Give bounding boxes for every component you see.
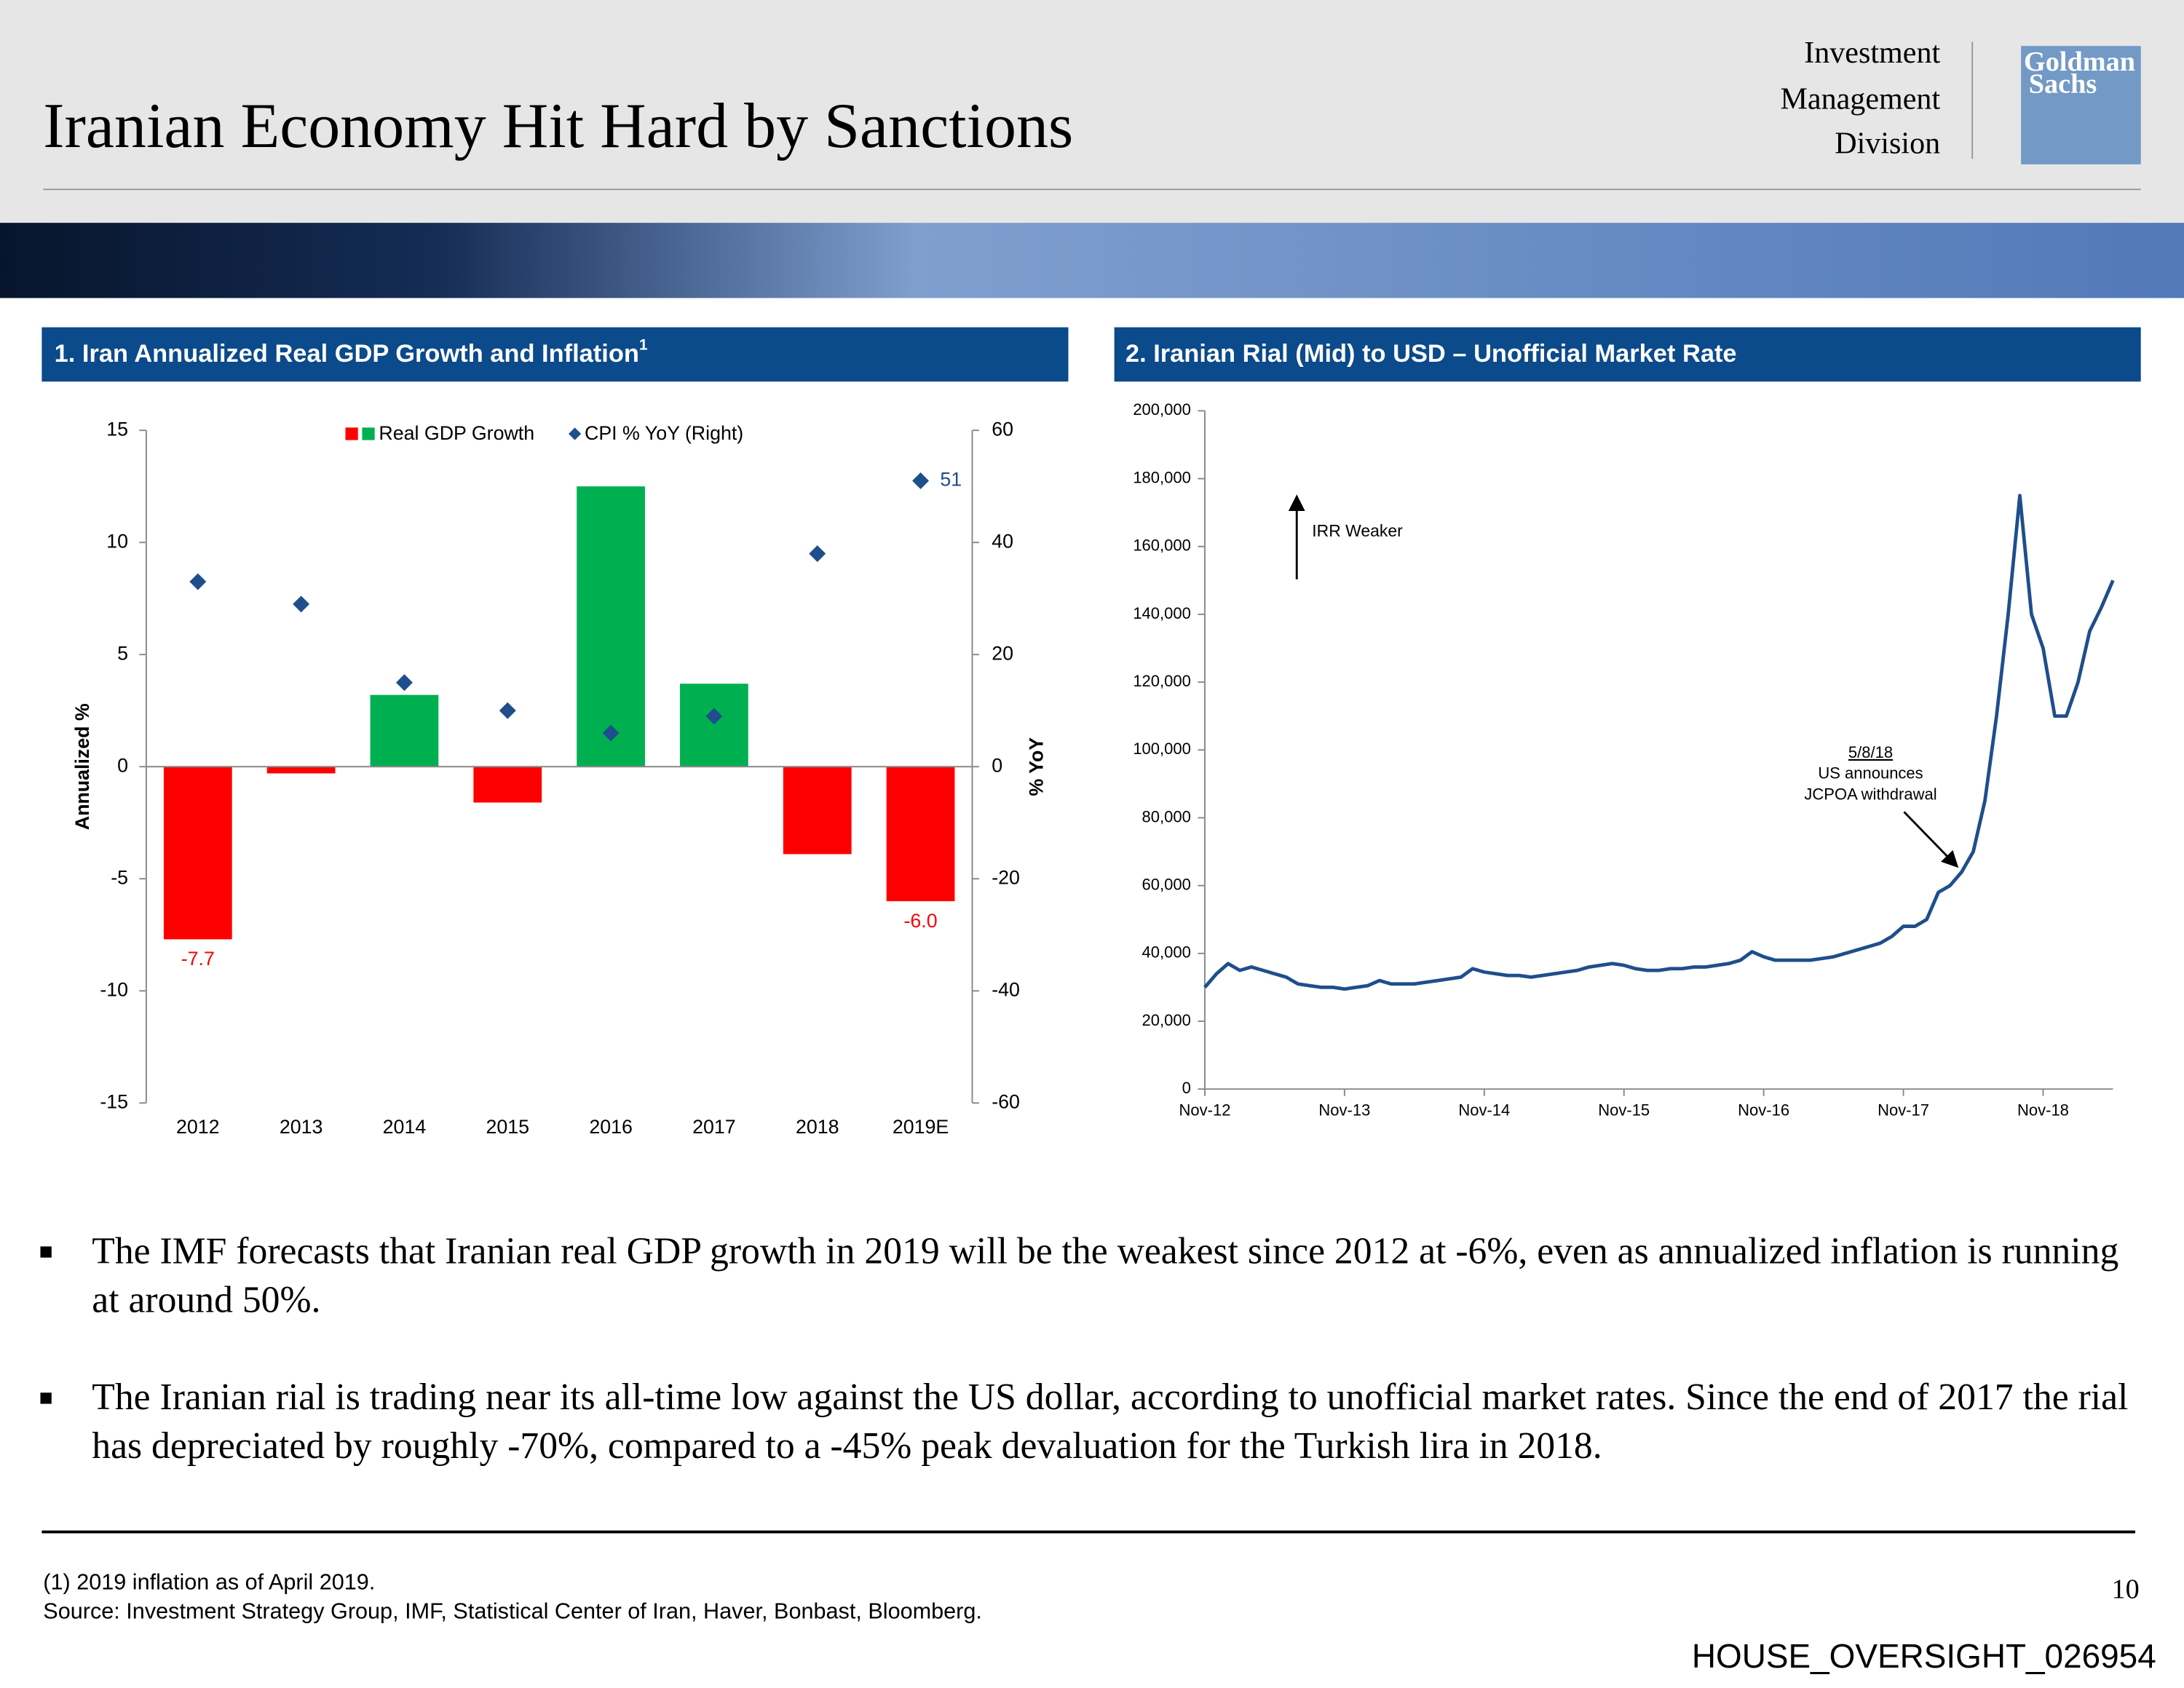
bullet-marker — [40, 1246, 52, 1258]
legend-swatch — [345, 427, 358, 440]
chart-title-text: 1. Iran Annualized Real GDP Growth and I… — [55, 340, 639, 368]
x-tick-label: Nov-14 — [1458, 1101, 1510, 1120]
y-tick-label: 60,000 — [1142, 875, 1191, 893]
point — [293, 595, 310, 613]
chart-title-bar — [41, 327, 1069, 382]
bullet-text: The IMF forecasts that Iranian real GDP … — [92, 1229, 2119, 1320]
y-tick-label: 15 — [106, 418, 128, 440]
y-tick-label: 80,000 — [1142, 807, 1191, 825]
bar — [473, 766, 542, 803]
x-tick-label: Nov-12 — [1179, 1101, 1231, 1120]
logo-text: Sachs — [2029, 68, 2097, 99]
x-tick-label: 2014 — [383, 1116, 427, 1138]
division-text: Management — [1781, 82, 1941, 116]
x-tick-label: 2018 — [796, 1116, 839, 1138]
data-label: -7.7 — [181, 948, 215, 970]
x-tick-label: 2015 — [486, 1116, 529, 1138]
y2-tick-label: -20 — [992, 866, 1020, 888]
doc-id: HOUSE_OVERSIGHT_026954 — [1692, 1637, 2156, 1675]
logo — [2021, 46, 2141, 165]
y-tick-label: 0 — [117, 754, 128, 776]
annotation: 5/8/18 — [1848, 743, 1893, 761]
y-tick-label: 140,000 — [1133, 604, 1191, 622]
footnote: Source: Investment Strategy Group, IMF, … — [43, 1599, 982, 1624]
bar — [370, 694, 439, 767]
bar — [266, 766, 336, 774]
chart-title: 2. Iranian Rial (Mid) to USD – Unofficia… — [1125, 340, 1737, 368]
bullet-text: The Iranian rial is trading near its all… — [92, 1376, 2129, 1467]
x-tick-label: Nov-13 — [1318, 1101, 1370, 1120]
y2-tick-label: 0 — [992, 754, 1002, 776]
division-text: Division — [1835, 127, 1940, 161]
bar — [886, 766, 955, 902]
y-tick-label: 200,000 — [1133, 400, 1191, 419]
data-label: 51 — [940, 469, 962, 491]
annotation: US announces — [1818, 764, 1923, 782]
y2-tick-label: 20 — [992, 642, 1013, 664]
x-tick-label: 2013 — [280, 1116, 323, 1138]
y-tick-label: 5 — [117, 642, 128, 664]
header-bg — [0, 0, 2184, 223]
point — [912, 472, 930, 489]
point — [809, 545, 826, 563]
y-axis-label: Annualized % — [71, 703, 93, 830]
annotation: JCPOA withdrawal — [1804, 785, 1936, 803]
annotation-arrow — [1903, 811, 1959, 868]
y2-tick-label: -60 — [992, 1090, 1020, 1112]
footnote: (1) 2019 inflation as of April 2019. — [43, 1569, 375, 1594]
x-tick-label: Nov-16 — [1738, 1101, 1789, 1120]
x-tick-label: Nov-15 — [1598, 1101, 1650, 1120]
logo-text: Goldman — [2024, 47, 2135, 77]
chart-title-bar — [1114, 327, 2141, 382]
page-title: Iranian Economy Hit Hard by Sanctions — [43, 91, 1073, 162]
y2-tick-label: 60 — [992, 418, 1013, 440]
y-tick-label: 0 — [1182, 1079, 1191, 1097]
point — [189, 573, 207, 590]
y-tick-label: 160,000 — [1133, 536, 1191, 555]
line — [1203, 494, 2115, 991]
bar — [163, 766, 232, 940]
x-tick-label: Nov-17 — [1878, 1101, 1929, 1120]
bullet-marker — [40, 1392, 52, 1404]
banner — [0, 223, 2184, 298]
chart-title: 1. Iran Annualized Real GDP Growth and I… — [55, 336, 648, 368]
y2-tick-label: 40 — [992, 530, 1013, 552]
y2-tick-label: -40 — [992, 978, 1020, 1000]
point — [395, 674, 413, 692]
bar — [783, 766, 852, 855]
chart-title-note: 1 — [639, 336, 648, 353]
division-text: Investment — [1804, 36, 1940, 70]
y-tick-label: 180,000 — [1133, 468, 1191, 486]
point — [705, 708, 723, 725]
legend-label: CPI % YoY (Right) — [585, 422, 743, 444]
y-tick-label: -15 — [100, 1090, 128, 1112]
x-tick-label: 2012 — [176, 1116, 220, 1138]
x-tick-label: Nov-18 — [2017, 1101, 2069, 1120]
y-tick-label: 40,000 — [1142, 943, 1191, 962]
bar — [680, 683, 748, 767]
y-tick-label: 20,000 — [1142, 1011, 1191, 1029]
y-tick-label: -10 — [100, 978, 128, 1000]
x-tick-label: 2016 — [589, 1116, 633, 1138]
y-tick-label: 100,000 — [1133, 740, 1191, 758]
page-number: 10 — [2112, 1574, 2140, 1605]
annotation: IRR Weaker — [1312, 521, 1403, 540]
point — [499, 702, 516, 719]
x-tick-label: 2017 — [692, 1116, 736, 1138]
data-label: -6.0 — [903, 910, 937, 932]
y2-axis-label: % YoY — [1025, 737, 1047, 796]
y-tick-label: 10 — [106, 530, 128, 552]
legend-label: Real GDP Growth — [379, 422, 534, 444]
y-tick-label: -5 — [111, 866, 128, 888]
legend-swatch — [569, 427, 582, 440]
y-tick-label: 120,000 — [1133, 672, 1191, 690]
bar — [577, 486, 645, 767]
legend-swatch — [362, 427, 375, 440]
x-tick-label: 2019E — [893, 1116, 949, 1138]
